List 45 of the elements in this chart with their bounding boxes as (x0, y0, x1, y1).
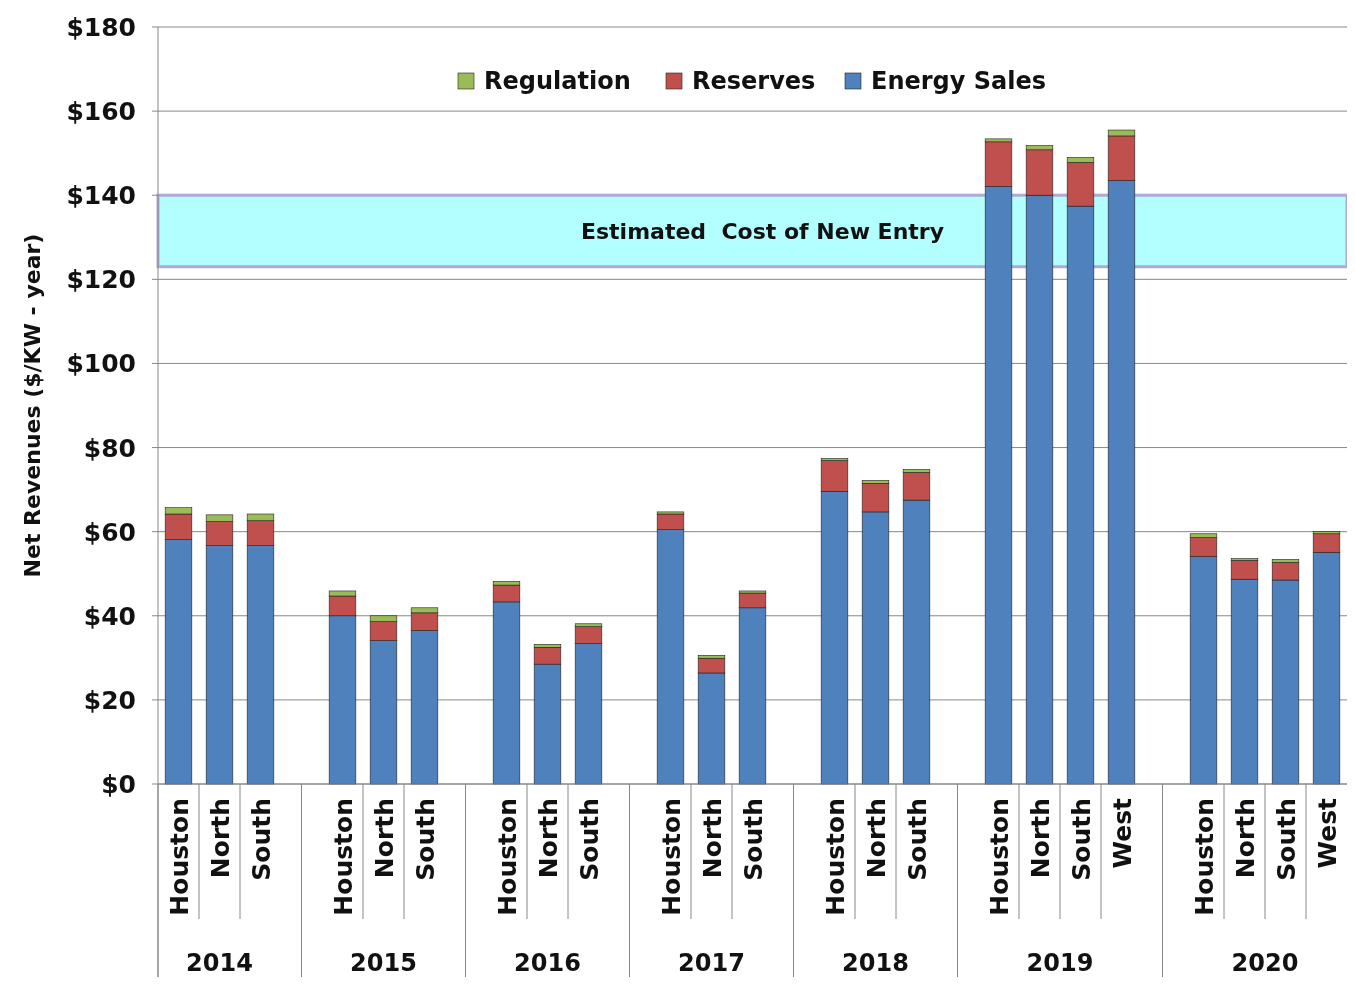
x-tick-label: North (697, 798, 727, 879)
legend-label: Regulation (484, 67, 631, 95)
x-tick-label: Houston (328, 798, 358, 916)
x-tick-label: North (861, 798, 891, 879)
text: 2015 (350, 949, 417, 977)
x-tick-label: Houston (820, 798, 850, 916)
x-tick-label: Houston (1189, 798, 1219, 916)
x-tick-label: North (1025, 798, 1055, 879)
y-tick-label: $120 (66, 265, 136, 295)
x-tick-label: South (738, 798, 768, 881)
x-tick-label: Houston (164, 798, 194, 916)
legend-label: Reserves (692, 67, 816, 95)
text: 2014 (186, 949, 253, 977)
x-tick-label: South (246, 798, 276, 881)
x-tick-label: South (902, 798, 932, 881)
x-tick-label: South (410, 798, 440, 881)
y-tick-label: $80 (83, 433, 136, 463)
y-axis-title: Net Revenues ($/KW - year) (20, 233, 45, 578)
x-tick-label: West (1107, 797, 1137, 869)
text: 2016 (514, 949, 581, 977)
x-tick-label: South (574, 798, 604, 881)
x-tick-label: West (1312, 797, 1342, 869)
x-tick-label: South (1271, 798, 1301, 881)
y-tick-label: $180 (66, 13, 136, 42)
legend-label: Energy Sales (871, 67, 1047, 95)
x-tick-label: North (205, 798, 235, 879)
y-tick-label: $100 (66, 349, 136, 379)
x-tick-label: North (369, 798, 399, 879)
y-tick-label: $40 (83, 601, 136, 631)
x-tick-label: North (533, 798, 563, 879)
x-tick-label: Houston (984, 798, 1014, 916)
x-tick-label: Houston (656, 798, 686, 916)
text: 2020 (1231, 949, 1299, 977)
text: 2017 (678, 949, 745, 977)
x-tick-label: Houston (492, 798, 522, 916)
y-tick-label: $140 (66, 181, 136, 211)
y-tick-label: $160 (66, 97, 136, 127)
y-tick-label: $20 (83, 685, 136, 715)
y-tick-label: $60 (83, 517, 136, 547)
x-tick-label: North (1230, 798, 1260, 879)
text: 2018 (842, 949, 909, 977)
y-tick-label: $0 (101, 770, 136, 799)
band-label: Estimated Cost of New Entry (580, 218, 945, 244)
x-tick-label: South (1066, 798, 1096, 881)
text: 2019 (1026, 949, 1094, 977)
